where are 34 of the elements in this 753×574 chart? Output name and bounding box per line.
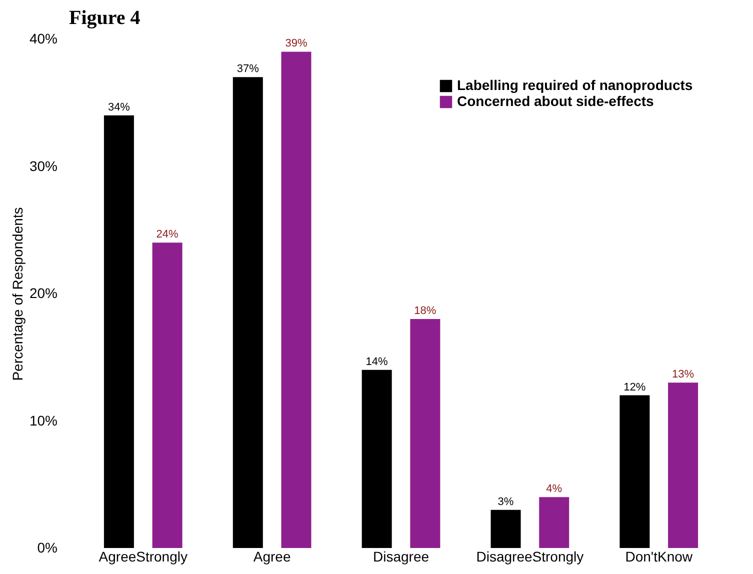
data-label: 24%: [156, 228, 179, 241]
bar: [410, 318, 440, 548]
y-tick-label: 0%: [37, 540, 58, 556]
y-tick-label: 10%: [29, 412, 58, 428]
bar: [539, 497, 570, 548]
bar: [232, 77, 263, 548]
data-label: 37%: [236, 63, 260, 76]
bar: [104, 115, 134, 548]
bar: [362, 370, 392, 548]
x-tick-label: Don'tKnow: [625, 548, 694, 564]
data-label: 13%: [672, 368, 694, 381]
y-tick-label: 40%: [29, 30, 58, 46]
legend-label: Concerned about side-effects: [457, 93, 654, 109]
data-label: 4%: [546, 483, 562, 496]
x-tick-label: Disagree: [372, 548, 430, 564]
data-label: 3%: [498, 496, 514, 508]
bar: [152, 242, 182, 548]
data-label: 12%: [624, 381, 646, 394]
data-label: 18%: [414, 304, 436, 317]
x-tick-label: Agree: [253, 548, 291, 564]
bar: [620, 395, 650, 548]
data-label: 39%: [285, 38, 308, 50]
legend-label: Labelling required of nanoproducts: [457, 77, 693, 93]
x-tick-label: DisagreeStrongly: [476, 548, 584, 564]
bar: [490, 510, 521, 548]
chart-title: Figure 4: [69, 7, 140, 29]
bar: [281, 52, 312, 548]
data-label: 14%: [366, 356, 388, 368]
x-tick-label: AgreeStrongly: [98, 548, 188, 564]
bar: [668, 382, 698, 548]
y-axis-title: Percentage of Respondents: [9, 207, 26, 381]
data-label: 34%: [108, 101, 130, 114]
y-tick-label: 20%: [29, 285, 58, 301]
y-tick-label: 30%: [29, 158, 58, 174]
